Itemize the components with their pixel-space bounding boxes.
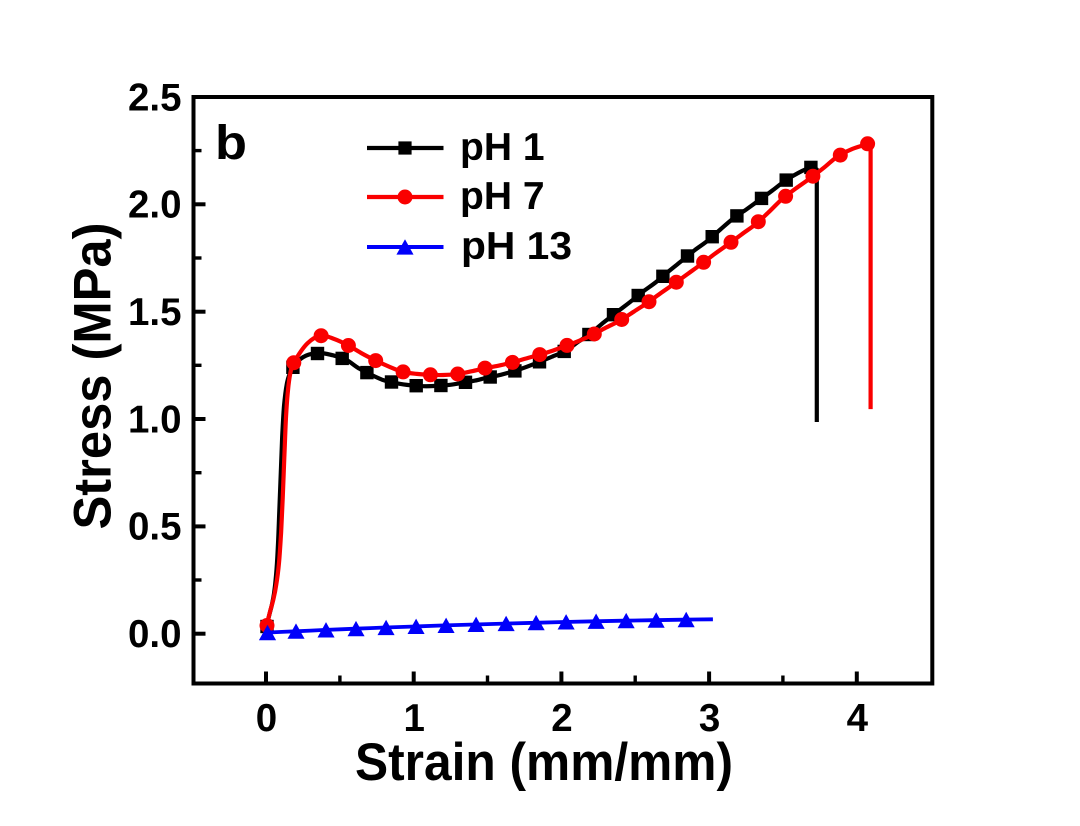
svg-text:1: 1 [403,697,424,740]
svg-text:Stress (MPa): Stress (MPa) [64,223,123,530]
svg-text:0: 0 [256,697,277,740]
svg-text:b: b [215,116,247,170]
svg-text:pH 1: pH 1 [460,126,545,169]
svg-text:0.5: 0.5 [128,506,182,549]
svg-text:2: 2 [551,697,572,740]
svg-text:2.0: 2.0 [128,184,182,227]
svg-text:3: 3 [699,697,720,740]
svg-text:pH 7: pH 7 [460,175,545,218]
svg-text:1.0: 1.0 [128,398,182,441]
svg-text:0.0: 0.0 [128,613,182,656]
svg-text:4: 4 [847,697,869,740]
svg-text:Strain (mm/mm): Strain (mm/mm) [355,733,733,792]
svg-text:pH 13: pH 13 [461,225,572,268]
svg-text:2.5: 2.5 [128,76,182,119]
svg-text:1.5: 1.5 [128,291,182,334]
